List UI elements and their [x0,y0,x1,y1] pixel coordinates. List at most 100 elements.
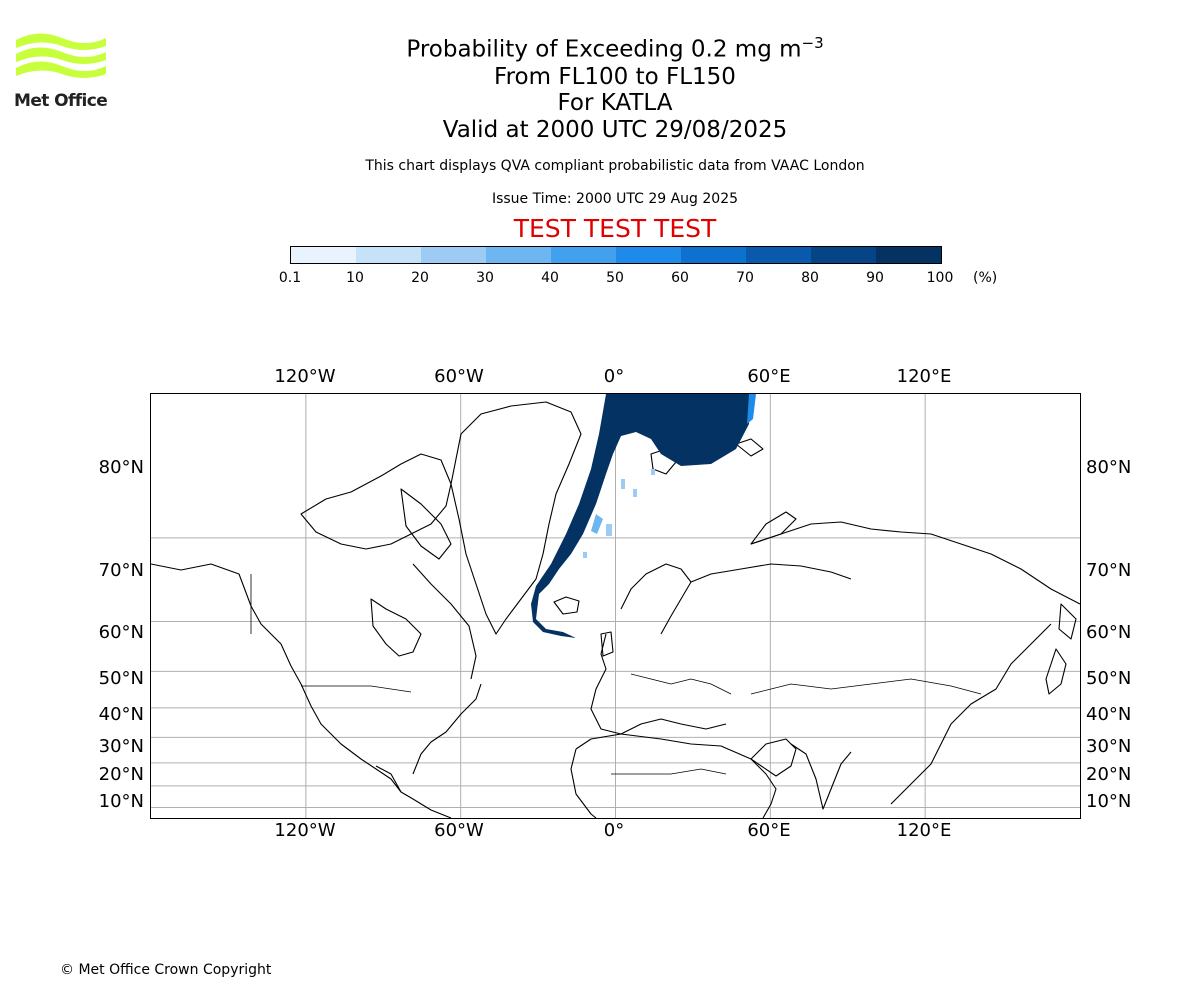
plume-fringe-1 [747,394,756,424]
lon-label-top-60e: 60°E [747,366,791,387]
lon-label-top-0: 0° [603,366,625,387]
coastline-british-isles [600,631,614,657]
chart-title-superscript: −3 [801,34,824,52]
coastline-africa [575,733,777,818]
coastlines [151,401,1080,818]
border-us-canada [301,685,412,693]
lat-label-left-10n: 10°N [98,791,144,812]
lat-label-left-70n: 70°N [98,560,144,581]
coastline-iceland [553,596,580,615]
lat-label-left-40n: 40°N [98,704,144,725]
lat-label-left-20n: 20°N [98,764,144,785]
chart-subtitle: This chart displays QVA compliant probab… [365,158,865,174]
coastline-us-east [412,683,482,775]
coastline-hudson-bay [370,598,422,657]
lat-label-left-50n: 50°N [98,668,144,689]
colorbar-swatch [876,247,941,263]
map-panel[interactable] [150,393,1081,819]
volcano-name: For KATLA [557,90,673,116]
lon-label-top-120w: 120°W [274,366,336,387]
borders [250,574,982,775]
graticule [151,394,1080,818]
lat-label-right-40n: 40°N [1086,704,1132,725]
met-office-logo-text: Met Office [14,91,108,111]
map-canvas [151,394,1080,818]
colorbar-tick-label: 80 [801,270,819,286]
lon-label-bottom-60e: 60°E [747,820,791,841]
colorbar-tick-label: 50 [606,270,624,286]
met-office-logo: Met Office [14,30,109,112]
lat-label-right-80n: 80°N [1086,457,1132,478]
lat-label-right-70n: 70°N [1086,560,1132,581]
border-europe [630,673,732,695]
lat-label-right-20n: 20°N [1086,764,1132,785]
valid-time: Valid at 2000 UTC 29/08/2025 [442,117,788,143]
plume-fringe-2 [591,514,603,534]
lon-label-bottom-120w: 120°W [274,820,336,841]
logo-wave-2 [16,47,106,64]
test-banner: TEST TEST TEST [513,214,717,243]
colorbar-tick-label: 40 [541,270,559,286]
colorbar-tick-label: 20 [411,270,429,286]
lat-label-right-60n: 60°N [1086,622,1132,643]
coastline-arctic-islands [300,453,452,550]
coastline-east-asia [890,623,1052,805]
colorbar-swatch [811,247,876,263]
colorbar-tick-label: 10 [346,270,364,286]
lon-label-bottom-60w: 60°W [434,820,484,841]
coastline-novaya-zemlya [750,511,797,545]
issue-time: Issue Time: 2000 UTC 29 Aug 2025 [491,191,739,207]
lat-label-right-10n: 10°N [1086,791,1132,812]
coastline-canada-east [412,563,477,680]
plume-speck [651,469,655,475]
chart-title-main: Probability of Exceeding 0.2 mg m [406,36,802,63]
coastline-kamchatka [1058,603,1077,640]
lat-label-left-80n: 80°N [98,457,144,478]
coastline-gulf-mexico [375,765,402,793]
colorbar-tick-label: 100 [926,270,954,286]
border-russia-asia [750,678,982,695]
coastline-europe-west [590,633,727,735]
coastline-india [790,743,852,810]
coastline-baffin [400,488,452,560]
coastline-siberia [750,521,1080,605]
colorbar-swatch [681,247,746,263]
lon-label-bottom-0: 0° [603,820,625,841]
coastline-norway [620,563,692,635]
colorbar-swatch [551,247,616,263]
colorbar-tick-label: 70 [736,270,754,286]
coastline-franz-josef [735,438,764,457]
lat-label-right-30n: 30°N [1086,736,1132,757]
colorbar-tick-label: 60 [671,270,689,286]
plume-speck [606,524,612,536]
coastline-japan [1045,648,1067,695]
plume-scatter [583,469,655,558]
chart-title: Probability of Exceeding 0.2 mg m−3 [0,30,1200,63]
flight-levels: From FL100 to FL150 [494,64,736,90]
lon-label-top-60w: 60°W [434,366,484,387]
lat-label-right-50n: 50°N [1086,668,1132,689]
lat-label-left-30n: 30°N [98,736,144,757]
plume-speck [621,479,625,489]
colorbar-swatch [616,247,681,263]
plume-speck [633,489,637,497]
lon-label-top-120e: 120°E [896,366,952,387]
met-office-waves [16,33,106,78]
ash-plume [531,394,756,638]
coastline-arabia [750,738,797,777]
colorbar-swatch [421,247,486,263]
colorbar [290,246,942,264]
colorbar-swatch [746,247,811,263]
border-africa [611,768,727,775]
lon-label-bottom-120e: 120°E [896,820,952,841]
colorbar-swatch [291,247,356,263]
copyright: © Met Office Crown Copyright [60,962,272,978]
colorbar-tick-label: 30 [476,270,494,286]
colorbar-swatch [356,247,421,263]
lat-label-left-60n: 60°N [98,622,144,643]
plume-arctic-core [531,394,751,638]
coastline-greenland [450,401,582,635]
colorbar-unit: (%) [973,270,998,286]
colorbar-tick-label: 90 [866,270,884,286]
plume-speck [583,552,587,558]
